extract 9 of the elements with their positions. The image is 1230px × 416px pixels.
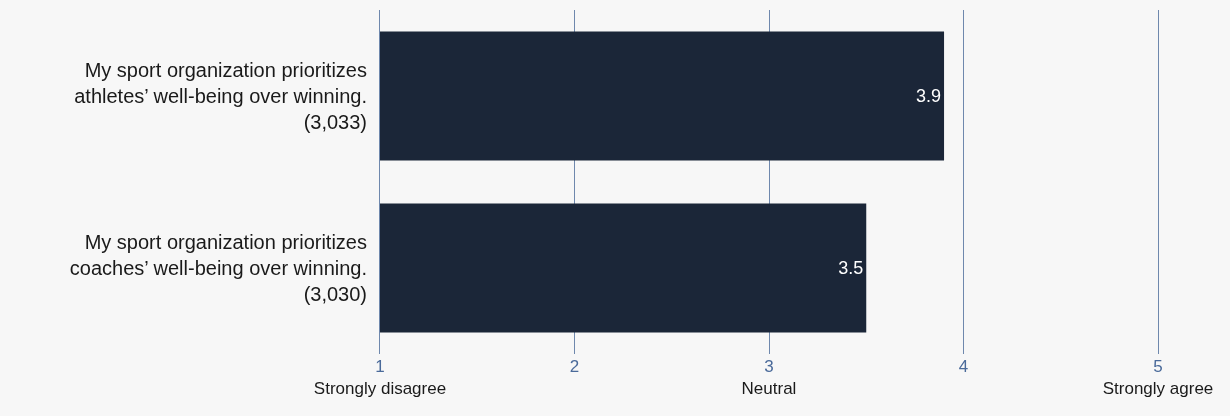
x-tick-label: 2 xyxy=(569,357,580,376)
x-tick-label: 5 Strongly agree xyxy=(1102,357,1214,399)
data-label: 3.9 xyxy=(916,86,942,106)
y-tick-label: My sport organization prioritizes coaches’ well-being over winning. (3,030) xyxy=(69,231,367,305)
x-tick-label: 1 Strongly disagree xyxy=(313,357,447,399)
data-label: 3.5 xyxy=(838,258,864,278)
x-tick-label: 4 xyxy=(958,357,969,376)
y-tick-label: My sport organization prioritizes athletes’ well-being over winning. (3,033) xyxy=(74,59,367,133)
x-tick-label: 3 Neutral xyxy=(741,357,797,399)
